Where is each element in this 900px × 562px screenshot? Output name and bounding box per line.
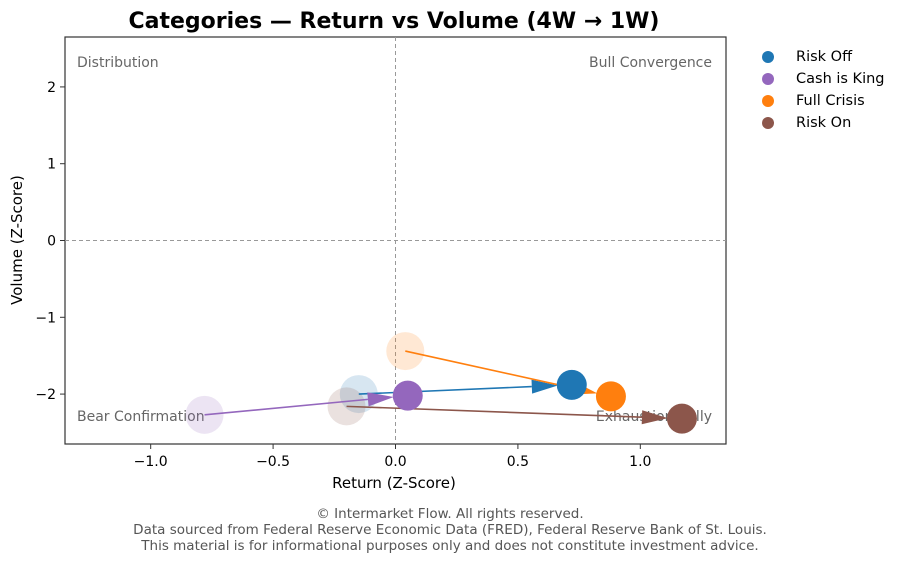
legend-marker xyxy=(762,95,774,107)
legend-marker xyxy=(762,117,774,129)
footer: © Intermarket Flow. All rights reserved.… xyxy=(0,506,900,554)
y-tick-label: 1 xyxy=(47,157,56,173)
arrow-line-risk-on xyxy=(346,405,642,418)
arrow-head-cash-is-king xyxy=(367,392,394,407)
arrow-head-risk-off xyxy=(531,379,558,394)
y-axis-label: Volume (Z-Score) xyxy=(8,175,26,305)
y-tick-label: 2 xyxy=(47,80,56,96)
end-point-risk-on xyxy=(666,403,697,434)
chart-title: Categories — Return vs Volume (4W → 1W) xyxy=(129,9,660,34)
legend: Risk Off Cash is King Full Crisis Risk On xyxy=(756,46,885,134)
y-tick-label: −1 xyxy=(35,310,56,326)
arrow-line-cash-is-king xyxy=(204,398,368,416)
legend-marker xyxy=(762,73,774,85)
arrow-head-risk-on xyxy=(641,410,668,425)
x-tick-label: −0.5 xyxy=(256,454,290,470)
legend-label: Risk Off xyxy=(796,49,853,65)
legend-item-cash-is-king: Cash is King xyxy=(756,68,885,90)
y-tick-label: −2 xyxy=(35,387,56,403)
legend-item-risk-off: Risk Off xyxy=(756,46,885,68)
legend-item-risk-on: Risk On xyxy=(756,112,885,134)
x-tick-label: 0.5 xyxy=(507,454,529,470)
arrow-line-risk-off xyxy=(358,385,532,395)
y-tick-label: 0 xyxy=(47,234,56,250)
data-source-text: Data sourced from Federal Reserve Econom… xyxy=(133,522,767,538)
legend-label: Cash is King xyxy=(796,71,885,87)
quadrant-label-bull-convergence: Bull Convergence xyxy=(589,55,712,71)
copyright-text: © Intermarket Flow. All rights reserved. xyxy=(316,506,584,522)
end-point-risk-off xyxy=(556,369,587,400)
x-tick-label: 0.0 xyxy=(384,454,406,470)
end-point-cash-is-king xyxy=(392,380,423,411)
legend-marker xyxy=(762,51,774,63)
legend-item-full-crisis: Full Crisis xyxy=(756,90,885,112)
x-tick-label: −1.0 xyxy=(134,454,168,470)
x-tick-label: 1.0 xyxy=(629,454,651,470)
disclaimer-text: This material is for informational purpo… xyxy=(141,538,759,554)
quadrant-label-bear-confirmation: Bear Confirmation xyxy=(77,409,205,425)
legend-label: Risk On xyxy=(796,115,852,131)
arrow-line-full-crisis xyxy=(405,350,573,389)
x-axis-label: Return (Z-Score) xyxy=(332,474,456,492)
legend-label: Full Crisis xyxy=(796,93,865,109)
quadrant-label-distribution: Distribution xyxy=(77,55,159,71)
end-point-full-crisis xyxy=(595,381,626,412)
